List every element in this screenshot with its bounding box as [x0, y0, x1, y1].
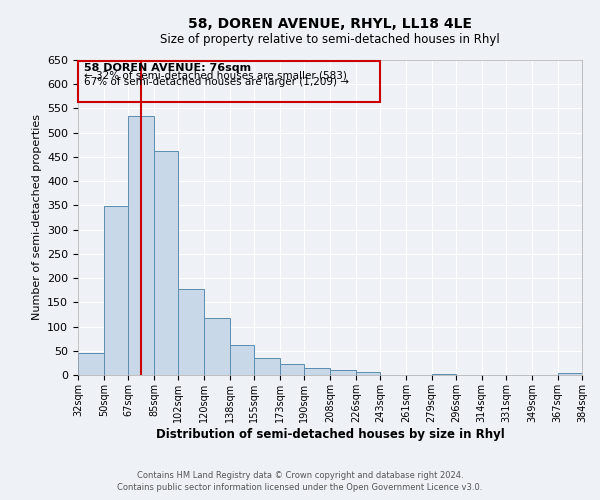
Text: 58, DOREN AVENUE, RHYL, LL18 4LE: 58, DOREN AVENUE, RHYL, LL18 4LE: [188, 18, 472, 32]
Bar: [330, 370, 356, 375]
Bar: [78, 61, 380, 102]
Bar: [78, 352, 104, 375]
Bar: [304, 368, 330, 375]
X-axis label: Distribution of semi-detached houses by size in Rhyl: Distribution of semi-detached houses by …: [155, 428, 505, 440]
Bar: [431, 374, 456, 375]
Y-axis label: Number of semi-detached properties: Number of semi-detached properties: [32, 114, 41, 320]
Bar: [557, 372, 582, 375]
Bar: [356, 372, 380, 375]
Text: 67% of semi-detached houses are larger (1,209) →: 67% of semi-detached houses are larger (…: [84, 78, 349, 88]
Text: Contains HM Land Registry data © Crown copyright and database right 2024.: Contains HM Land Registry data © Crown c…: [137, 471, 463, 480]
Bar: [154, 150, 178, 375]
Text: ← 32% of semi-detached houses are smaller (583): ← 32% of semi-detached houses are smalle…: [84, 70, 347, 81]
Bar: [104, 206, 128, 375]
Text: Contains public sector information licensed under the Open Government Licence v3: Contains public sector information licen…: [118, 484, 482, 492]
Bar: [204, 318, 230, 375]
Text: Size of property relative to semi-detached houses in Rhyl: Size of property relative to semi-detach…: [160, 32, 500, 46]
Text: 58 DOREN AVENUE: 76sqm: 58 DOREN AVENUE: 76sqm: [84, 64, 251, 74]
Bar: [230, 346, 254, 375]
Bar: [280, 364, 304, 375]
Bar: [178, 289, 204, 375]
Bar: [128, 116, 154, 375]
Bar: [254, 358, 280, 375]
